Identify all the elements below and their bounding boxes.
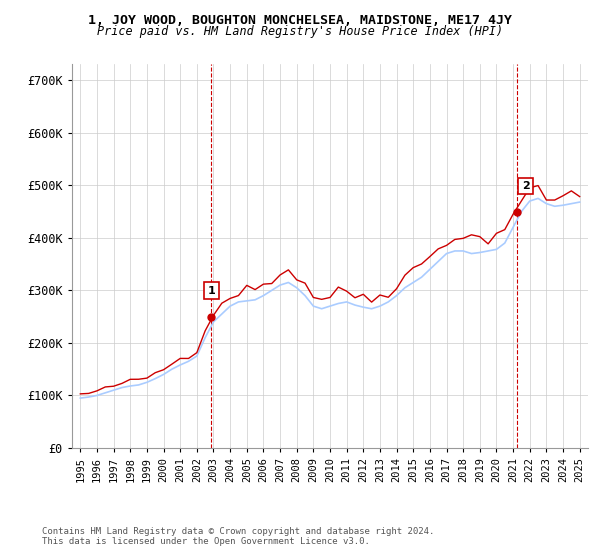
Text: 1: 1 [208, 286, 215, 296]
Text: Price paid vs. HM Land Registry's House Price Index (HPI): Price paid vs. HM Land Registry's House … [97, 25, 503, 38]
Text: 2: 2 [522, 181, 529, 191]
Text: 1, JOY WOOD, BOUGHTON MONCHELSEA, MAIDSTONE, ME17 4JY: 1, JOY WOOD, BOUGHTON MONCHELSEA, MAIDST… [88, 14, 512, 27]
Text: Contains HM Land Registry data © Crown copyright and database right 2024.
This d: Contains HM Land Registry data © Crown c… [42, 526, 434, 546]
